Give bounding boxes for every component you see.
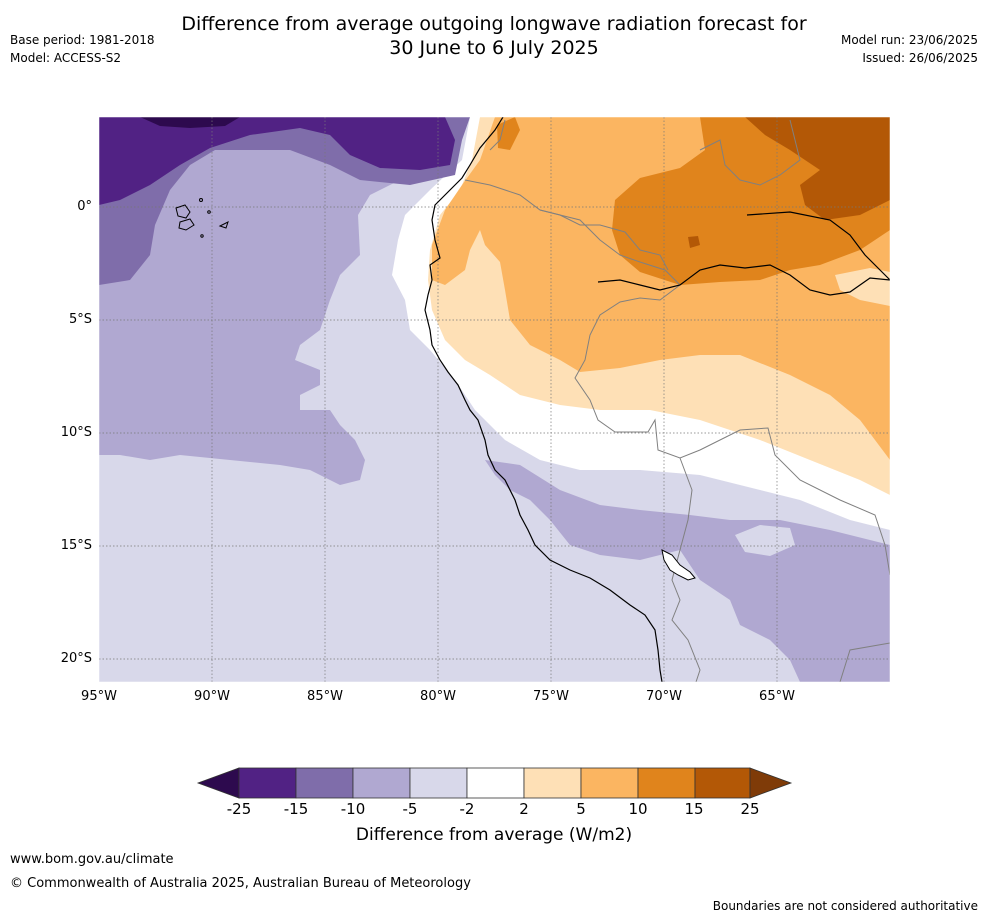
lon-label: 80°W [420, 689, 456, 704]
colorbar-segment [466, 767, 525, 799]
lon-label: 90°W [194, 689, 230, 704]
region-negative-extreme [140, 117, 240, 128]
colorbar-tick: 15 [684, 800, 704, 818]
colorbar-segment [523, 767, 582, 799]
model-name: Model: ACCESS-S2 [10, 51, 122, 65]
footer-disclaimer: Boundaries are not considered authoritat… [712, 899, 978, 913]
model-run: Model run: 23/06/2025 [840, 33, 978, 47]
colorbar-tick: -25 [226, 800, 252, 818]
colorbar-tick: 2 [519, 800, 529, 818]
map-fill-layer [99, 117, 890, 682]
country-borders [464, 119, 890, 682]
region-negative-medium-pocket [735, 525, 795, 556]
region-negative-medium-coast [485, 460, 890, 682]
colorbar-tick: -10 [340, 800, 366, 818]
region-positive-very-strong-spot [688, 236, 700, 248]
galapagos-islands [175, 198, 229, 238]
title-line-1: Difference from average outgoing longwav… [181, 13, 807, 35]
lon-label: 85°W [307, 689, 343, 704]
colorbar-tick: 25 [740, 800, 760, 818]
colorbar-min-extension [196, 767, 240, 799]
lon-label: 75°W [533, 689, 569, 704]
colorbar-segment [580, 767, 639, 799]
colorbar-segment [694, 767, 751, 799]
footer-url[interactable]: www.bom.gov.au/climate [10, 852, 174, 867]
colorbar-tick: 5 [576, 800, 586, 818]
colorbar-segment [352, 767, 411, 799]
title-line-2: 30 June to 6 July 2025 [389, 37, 599, 59]
base-period: Base period: 1981-2018 [10, 33, 155, 47]
colorbar-segment [238, 767, 297, 799]
region-negative-very-strong [99, 117, 455, 205]
lon-label: 65°W [759, 689, 795, 704]
lon-label: 70°W [646, 689, 682, 704]
colorbar [196, 767, 793, 799]
region-positive-light-east [835, 268, 890, 306]
region-positive-very-strong [745, 117, 890, 220]
map-frame [98, 116, 891, 683]
colorbar-tick: -15 [283, 800, 309, 818]
lat-label: 20°S [60, 651, 92, 666]
colorbar-tick: -2 [459, 800, 475, 818]
meta-right: Model run: 23/06/2025 Issued: 26/06/2025 [841, 31, 978, 67]
lon-label: 95°W [81, 689, 117, 704]
lat-label: 0° [77, 199, 92, 214]
colorbar-segment [295, 767, 354, 799]
lat-label: 15°S [60, 538, 92, 553]
colorbar-segment [409, 767, 468, 799]
colorbar-label: Difference from average (W/m2) [355, 825, 633, 845]
colorbar-tick: -5 [402, 800, 418, 818]
issued-date: Issued: 26/06/2025 [862, 51, 978, 65]
colorbar-tick: 10 [628, 800, 648, 818]
coastline [424, 117, 890, 682]
map-title: Difference from average outgoing longwav… [0, 12, 988, 60]
colorbar-max-extension [749, 767, 793, 799]
meta-left: Base period: 1981-2018 Model: ACCESS-S2 [10, 31, 155, 67]
region-positive-strong-north [497, 117, 520, 150]
lat-label: 10°S [60, 425, 92, 440]
lat-label: 5°S [68, 312, 92, 327]
graticule [99, 117, 890, 682]
colorbar-segment [637, 767, 696, 799]
lake-titicaca [661, 549, 696, 581]
footer-copyright: © Commonwealth of Australia 2025, Austra… [10, 876, 471, 891]
